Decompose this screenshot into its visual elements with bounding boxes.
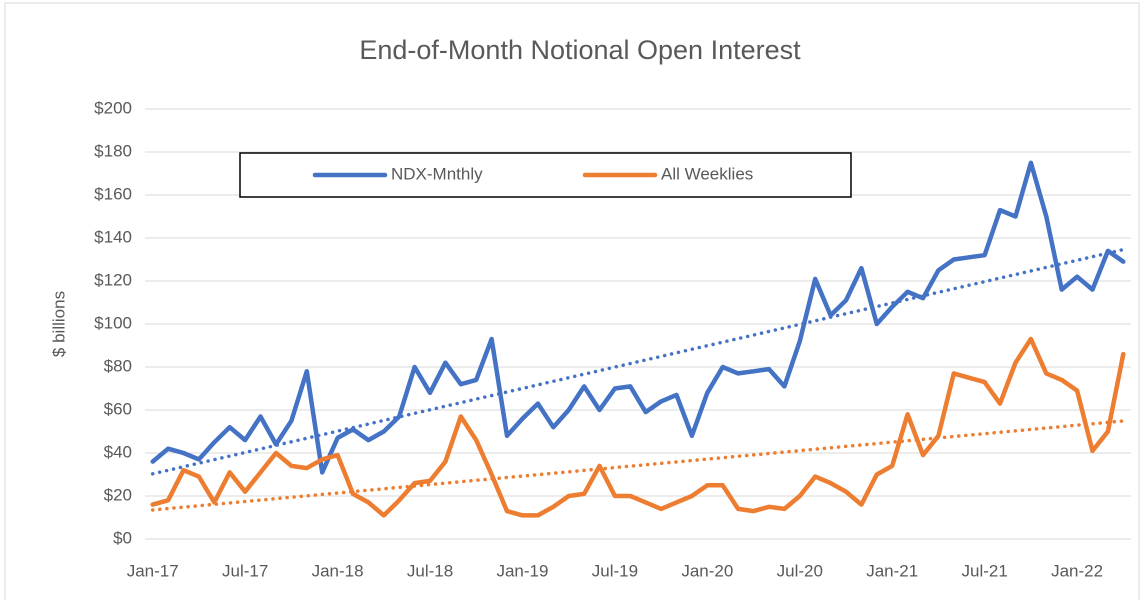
y-tick-label: $120 (94, 270, 132, 289)
x-tick-label: Jul-20 (777, 561, 823, 580)
x-tick-label: Jul-17 (222, 561, 268, 580)
plot (150, 160, 1126, 518)
y-tick-label: $0 (113, 528, 132, 547)
trendline (150, 247, 1126, 476)
line-series (150, 336, 1126, 518)
chart-frame (4, 2, 1140, 604)
x-tick-label: Jan-21 (866, 561, 918, 580)
y-axis-label: $ billions (49, 291, 68, 357)
chart-title: End-of-Month Notional Open Interest (359, 35, 801, 65)
x-tick-label: Jul-18 (407, 561, 453, 580)
legend-label: All Weeklies (661, 164, 753, 183)
line-series (150, 160, 1126, 475)
x-tick-label: Jan-18 (312, 561, 364, 580)
y-tick-label: $60 (104, 399, 132, 418)
trendline (150, 419, 1126, 512)
x-tick-label: Jan-17 (127, 561, 179, 580)
x-tick-label: Jul-19 (592, 561, 638, 580)
y-tick-label: $160 (94, 184, 132, 203)
legend-label: NDX-Mnthly (391, 164, 483, 183)
y-tick-label: $200 (94, 98, 132, 117)
y-tick-label: $140 (94, 227, 132, 246)
y-tick-label: $100 (94, 313, 132, 332)
x-tick-label: Jan-22 (1051, 561, 1103, 580)
x-tick-label: Jan-19 (496, 561, 548, 580)
y-tick-label: $40 (104, 442, 132, 461)
x-tick-label: Jan-20 (681, 561, 733, 580)
y-tick-label: $20 (104, 485, 132, 504)
y-tick-label: $180 (94, 141, 132, 160)
y-tick-label: $80 (104, 356, 132, 375)
x-tick-label: Jul-21 (961, 561, 1007, 580)
